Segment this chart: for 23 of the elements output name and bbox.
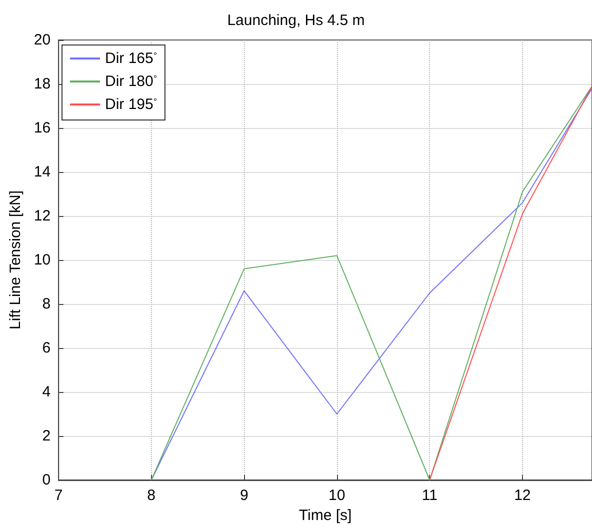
y-tick-label: 6 — [42, 340, 51, 356]
x-tick-label: 11 — [422, 487, 438, 504]
y-axis-title: Lift Line Tension [kN] — [7, 190, 24, 330]
y-tick-label: 20 — [34, 32, 51, 48]
legend-label: Dir 180° — [105, 73, 158, 90]
legend-label: Dir 165° — [105, 50, 158, 67]
y-tick-label: 14 — [34, 164, 51, 180]
x-tick-label: 8 — [147, 487, 156, 504]
y-tick-label: 2 — [42, 428, 51, 444]
y-tick-label: 18 — [34, 76, 51, 92]
legend-label: Dir 195° — [105, 96, 158, 113]
y-tick-label: 4 — [42, 384, 51, 400]
y-tick-label: 12 — [34, 208, 51, 224]
y-tick-label: 8 — [42, 296, 51, 312]
x-axis-title: Time [s] — [298, 506, 352, 524]
x-tick-label: 12 — [514, 487, 531, 504]
y-tick-label: 0 — [42, 472, 51, 488]
y-tick-label: 10 — [34, 252, 51, 268]
x-tick-label: 10 — [328, 487, 346, 504]
x-tick-label: 7 — [54, 487, 63, 504]
y-tick-label: 16 — [34, 120, 51, 136]
chart-title: Launching, Hs 4.5 m — [227, 12, 365, 29]
x-tick-label: 9 — [240, 487, 248, 504]
